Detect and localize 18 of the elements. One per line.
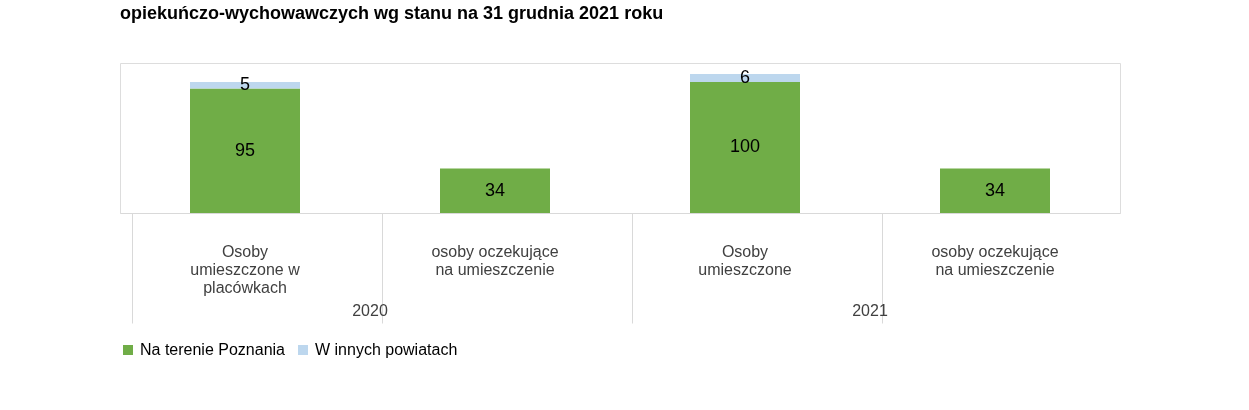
text: 2021 [852, 302, 888, 319]
bar [940, 168, 1050, 213]
text: 2020 [352, 302, 388, 319]
x-tick-label: osoby oczekujące na umieszczenie [431, 242, 559, 278]
data-label: 6 [739, 67, 751, 88]
x-tick-label: osoby oczekujące na umieszczenie [931, 242, 1059, 278]
x-tick-label: Osoby umieszczone [698, 242, 792, 278]
bar [190, 88, 300, 213]
data-label: 34 [484, 179, 506, 200]
data-label: 95 [234, 139, 256, 160]
bar [690, 81, 800, 213]
legend-label: Na terenie Poznania [140, 341, 286, 358]
data-label: 100 [729, 136, 761, 157]
legend-label: W innych powiatach [315, 341, 458, 358]
chart-title: opiekuńczo-wychowawczych wg stanu na 31 grudnia 2021 roku [120, 3, 664, 23]
bar [440, 168, 550, 213]
x-tick-label: Osoby umieszczone w placówkach [190, 242, 301, 296]
data-label: 34 [984, 179, 1006, 200]
